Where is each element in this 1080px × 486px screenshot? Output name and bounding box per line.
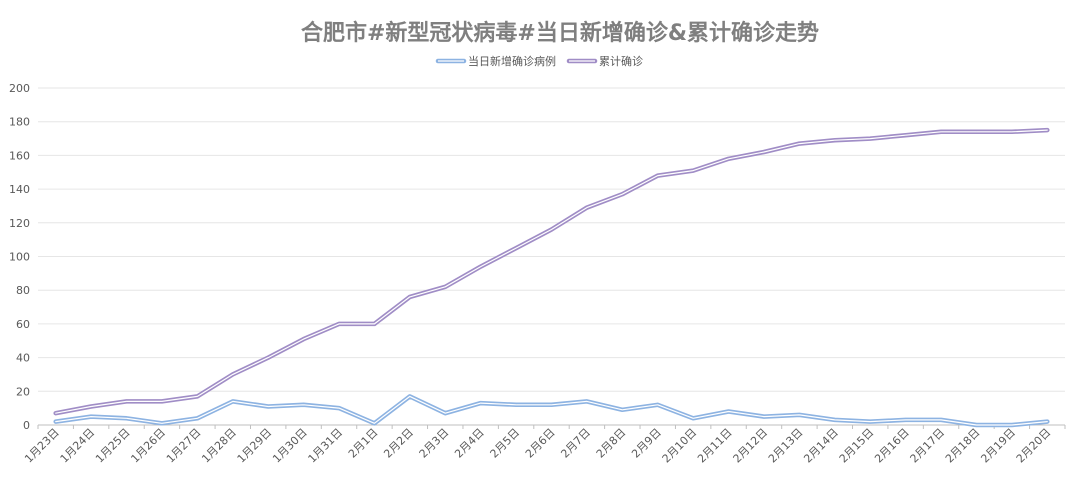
x-tick-label: 2月17日 [908,426,948,466]
x-tick-label: 2月9日 [629,426,664,461]
x-tick-label: 1月28日 [199,426,239,466]
y-tick-label: 20 [16,385,30,398]
x-tick-label: 2月3日 [417,426,452,461]
x-tick-label: 2月10日 [660,426,700,466]
x-tick-label: 2月11日 [695,426,735,466]
x-tick-label: 2月18日 [943,426,983,466]
legend: 当日新增确诊病例 累计确诊 [435,54,643,68]
series-daily-new [53,394,1050,428]
x-tick-label: 2月12日 [731,426,771,466]
y-tick-label: 200 [9,82,30,95]
x-tick-label: 1月25日 [93,426,133,466]
x-tick-label: 2月6日 [523,426,558,461]
x-tick-label: 2月1日 [346,426,381,461]
x-tick-label: 2月4日 [452,426,487,461]
x-tick-label: 2月13日 [766,426,806,466]
x-tick-label: 2月16日 [872,426,912,466]
series-line [53,127,1050,416]
gridlines [38,87,1065,426]
x-tick-label: 1月26日 [128,426,168,466]
y-tick-label: 0 [23,419,30,432]
x-tick-label: 2月5日 [488,426,523,461]
x-tick-label: 1月30日 [270,426,310,466]
legend-label: 当日新增确诊病例 [468,54,556,68]
legend-item-daily-new: 当日新增确诊病例 [435,54,556,68]
legend-item-cumulative: 累计确诊 [566,54,643,68]
y-axis: 0 20 40 60 80 100 120 140 160 180 200 [9,82,30,432]
x-tick-label: 1月27日 [164,426,204,466]
y-tick-label: 40 [16,352,30,365]
chart-title: 合肥市#新型冠状病毒#当日新增确诊&累计确诊走势 [301,20,819,46]
y-tick-label: 140 [9,183,30,196]
series-cumulative [53,127,1050,416]
x-tick-label: 2月7日 [558,426,593,461]
y-tick-label: 120 [9,217,30,230]
x-tick-label: 2月2日 [381,426,416,461]
y-tick-label: 100 [9,251,30,264]
x-tick-label: 2月8日 [594,426,629,461]
y-tick-label: 160 [9,149,30,162]
x-tick-label: 2月19日 [978,426,1018,466]
y-tick-label: 80 [16,284,30,297]
x-tick-label: 2月14日 [801,426,841,466]
x-tick-label: 2月20日 [1014,426,1054,466]
x-tick-label: 1月31日 [306,426,346,466]
x-tick-label: 2月15日 [837,426,877,466]
series-line-inner [55,395,1048,426]
x-tick-label: 1月29日 [235,426,275,466]
legend-label: 累计确诊 [599,54,643,68]
x-axis: 1月23日1月24日1月25日1月26日1月27日1月28日1月29日1月30日… [22,425,1066,466]
series-line-inner [55,129,1048,414]
x-tick-label: 1月24日 [58,426,98,466]
y-tick-label: 60 [16,318,30,331]
y-tick-label: 180 [9,116,30,129]
series-group [53,127,1050,428]
